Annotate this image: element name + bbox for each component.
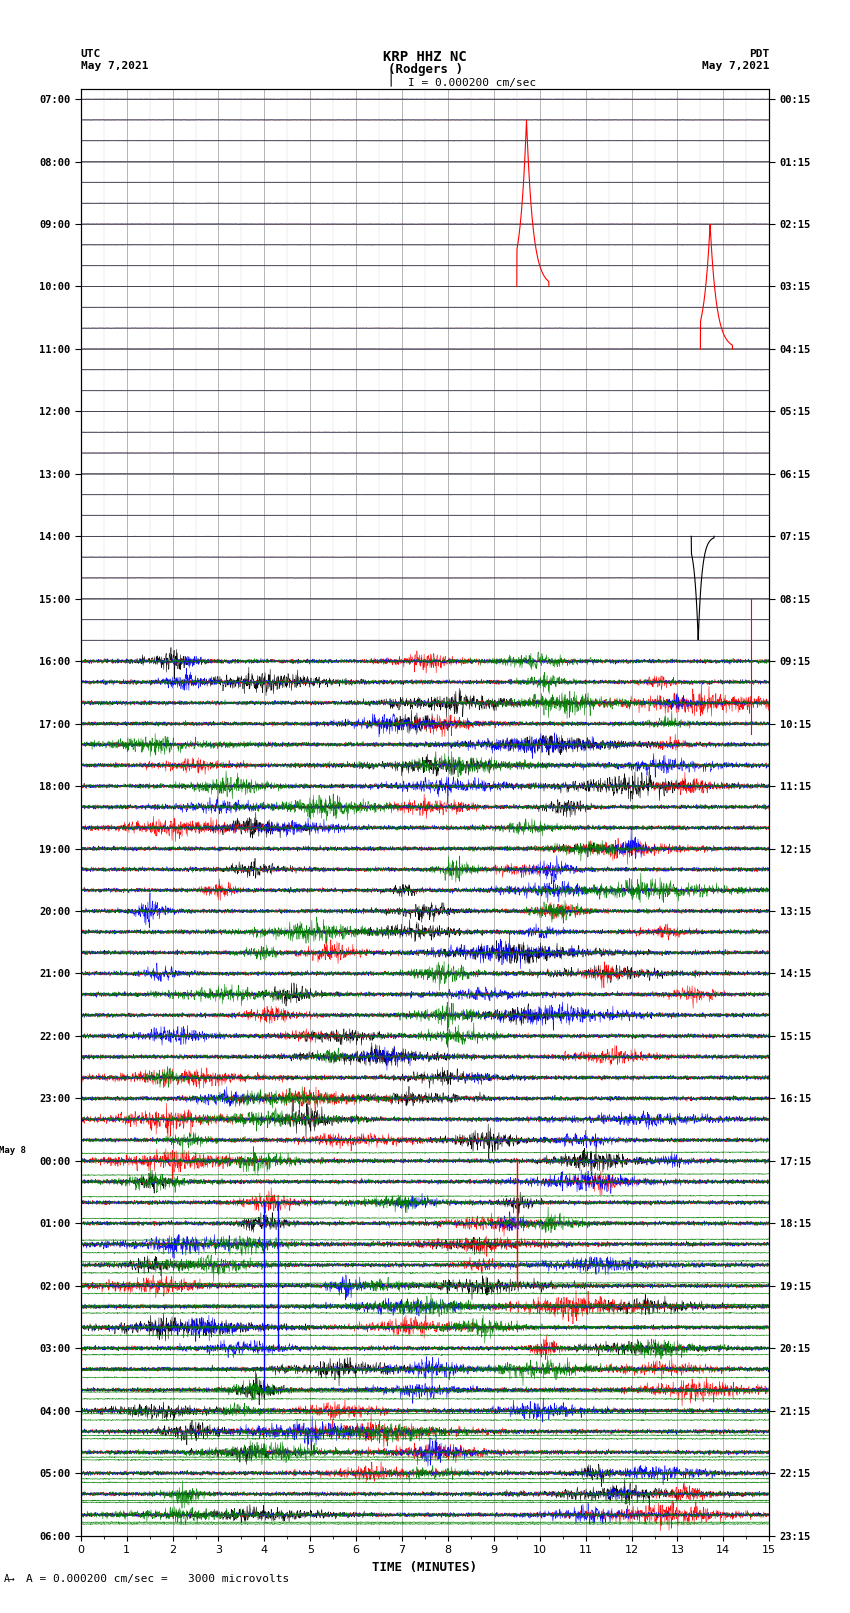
Text: UTC: UTC — [81, 48, 101, 58]
Text: │: │ — [387, 69, 395, 85]
Text: May 8: May 8 — [0, 1145, 26, 1155]
Text: KRP HHZ NC: KRP HHZ NC — [383, 50, 467, 65]
X-axis label: TIME (MINUTES): TIME (MINUTES) — [372, 1561, 478, 1574]
Text: May 7,2021: May 7,2021 — [81, 61, 148, 71]
Text: A = 0.000200 cm/sec =   3000 microvolts: A = 0.000200 cm/sec = 3000 microvolts — [26, 1574, 289, 1584]
Text: (Rodgers ): (Rodgers ) — [388, 63, 462, 76]
Text: May 7,2021: May 7,2021 — [702, 61, 769, 71]
Text: A→: A→ — [4, 1574, 16, 1584]
Text: PDT: PDT — [749, 48, 769, 58]
Text: I = 0.000200 cm/sec: I = 0.000200 cm/sec — [408, 77, 536, 87]
